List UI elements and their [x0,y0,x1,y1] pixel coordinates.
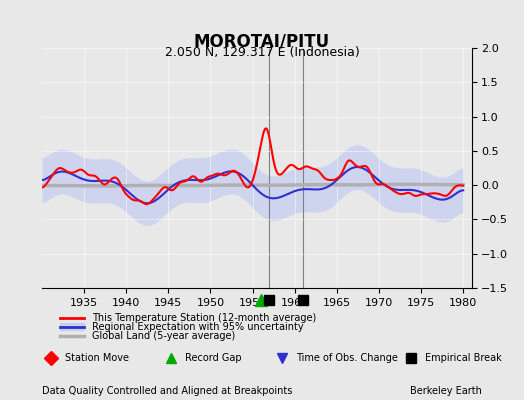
Text: This Temperature Station (12-month average): This Temperature Station (12-month avera… [92,313,316,323]
Text: Global Land (5-year average): Global Land (5-year average) [92,331,235,341]
Text: Time of Obs. Change: Time of Obs. Change [296,353,397,363]
Text: MOROTAI/PITU: MOROTAI/PITU [194,32,330,50]
Text: Record Gap: Record Gap [185,353,242,363]
Text: Station Move: Station Move [65,353,129,363]
Text: Empirical Break: Empirical Break [424,353,501,363]
Text: Berkeley Earth: Berkeley Earth [410,386,482,396]
Text: Regional Expectation with 95% uncertainty: Regional Expectation with 95% uncertaint… [92,322,303,332]
Text: Data Quality Controlled and Aligned at Breakpoints: Data Quality Controlled and Aligned at B… [42,386,292,396]
Text: 2.050 N, 129.317 E (Indonesia): 2.050 N, 129.317 E (Indonesia) [165,46,359,59]
